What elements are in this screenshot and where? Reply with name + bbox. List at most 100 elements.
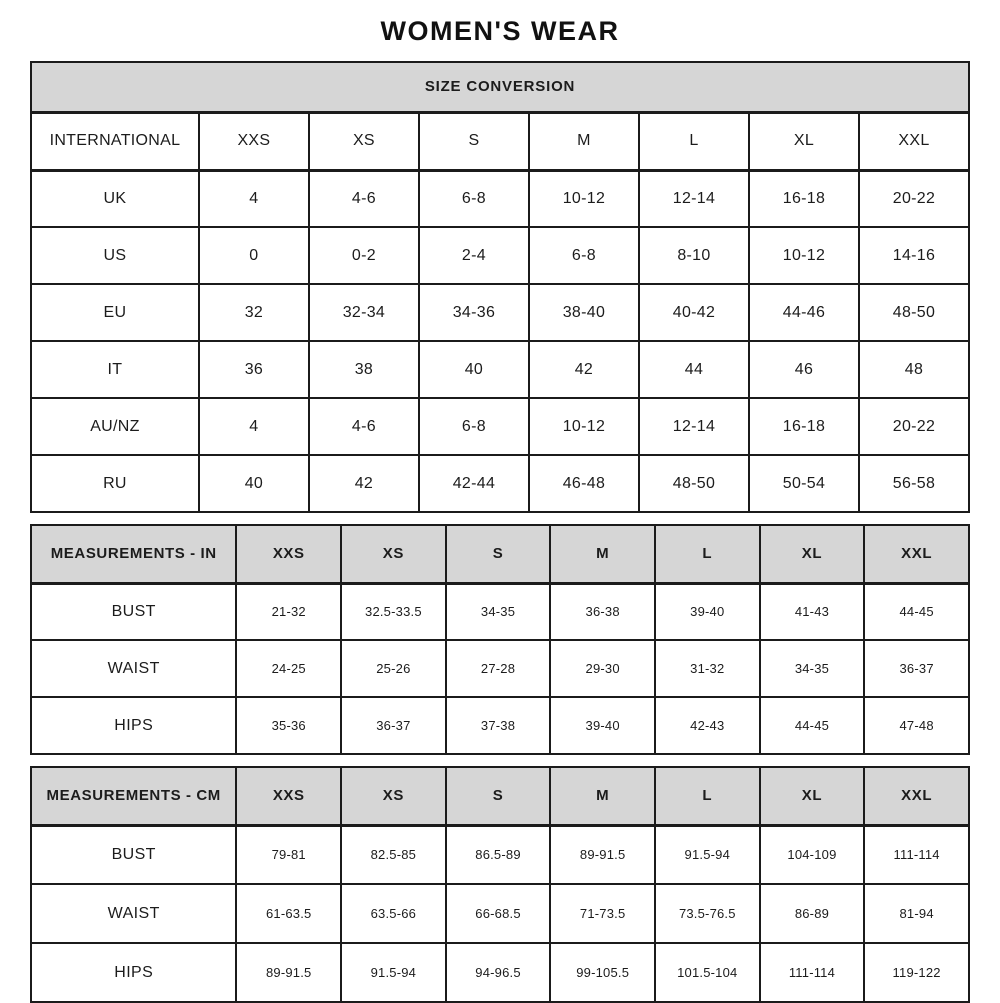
- size-value-cell: 34-35: [444, 582, 552, 641]
- size-column-header: S: [444, 766, 552, 827]
- size-value-cell: 63.5-66: [340, 883, 447, 944]
- size-value-cell: 89-91.5: [549, 824, 656, 885]
- size-value-cell: 82.5-85: [340, 824, 447, 885]
- size-column-header: XXL: [857, 111, 971, 172]
- size-value-cell: 79-81: [235, 824, 343, 885]
- row-label: HIPS: [29, 696, 238, 755]
- table-row: US 0 0-2 2-4 6-8 8-10 10-12 14-16: [30, 226, 971, 285]
- row-label: AU/NZ: [30, 397, 200, 456]
- size-value-cell: 8-10: [637, 226, 750, 285]
- size-column-header: XS: [307, 111, 420, 172]
- size-value-cell: 39-40: [549, 696, 656, 755]
- size-column-header: M: [549, 524, 656, 585]
- size-value-cell: 6-8: [417, 169, 530, 228]
- size-value-cell: 94-96.5: [444, 942, 552, 1003]
- size-value-cell: 119-122: [863, 942, 970, 1003]
- size-column-header: L: [653, 766, 761, 827]
- size-value-cell: 27-28: [444, 639, 552, 698]
- size-value-cell: 16-18: [747, 397, 860, 456]
- size-value-cell: 61-63.5: [235, 883, 343, 944]
- size-column-header: L: [653, 524, 761, 585]
- size-value-cell: 91.5-94: [653, 824, 761, 885]
- table-row: HIPS 35-36 36-37 37-38 39-40 42-43 44-45 47-48: [29, 696, 970, 755]
- size-value-cell: 42: [307, 454, 420, 513]
- table-row: BUST 21-32 32.5-33.5 34-35 36-38 39-40 41-43 44…: [29, 582, 970, 641]
- size-value-cell: 12-14: [637, 397, 750, 456]
- row-label: BUST: [29, 824, 238, 885]
- row-label: WAIST: [29, 883, 238, 944]
- size-value-cell: 21-32: [235, 582, 343, 641]
- size-value-cell: 50-54: [747, 454, 860, 513]
- table-row: RU 40 42 42-44 46-48 48-50 50-54 56-58: [30, 454, 971, 513]
- size-value-cell: 4: [197, 169, 310, 228]
- size-value-cell: 81-94: [863, 883, 970, 944]
- size-column-header: XXS: [235, 766, 343, 827]
- row-label: HIPS: [29, 942, 238, 1003]
- size-value-cell: 12-14: [637, 169, 750, 228]
- size-column-header: XS: [340, 766, 447, 827]
- table-row: EU 32 32-34 34-36 38-40 40-42 44-46 48-50: [30, 283, 971, 342]
- row-label: RU: [30, 454, 200, 513]
- row-label: BUST: [29, 582, 238, 641]
- size-value-cell: 44: [637, 340, 750, 399]
- size-value-cell: 104-109: [758, 824, 866, 885]
- size-value-cell: 41-43: [758, 582, 866, 641]
- size-column-header: XXS: [197, 111, 310, 172]
- size-value-cell: 48-50: [857, 283, 971, 342]
- size-value-cell: 66-68.5: [444, 883, 552, 944]
- row-label: EU: [30, 283, 200, 342]
- size-value-cell: 35-36: [235, 696, 343, 755]
- size-value-cell: 71-73.5: [549, 883, 656, 944]
- size-value-cell: 4-6: [307, 169, 420, 228]
- size-value-cell: 14-16: [857, 226, 971, 285]
- size-column-header: S: [444, 524, 552, 585]
- size-value-cell: 86-89: [758, 883, 866, 944]
- size-value-cell: 25-26: [340, 639, 447, 698]
- size-value-cell: 38-40: [527, 283, 640, 342]
- size-value-cell: 0: [197, 226, 310, 285]
- size-value-cell: 48-50: [637, 454, 750, 513]
- size-value-cell: 36-38: [549, 582, 656, 641]
- table-row: IT 36 38 40 42 44 46 48: [30, 340, 971, 399]
- size-value-cell: 47-48: [863, 696, 970, 755]
- size-value-cell: 6-8: [527, 226, 640, 285]
- size-column-header: XL: [758, 524, 866, 585]
- size-value-cell: 111-114: [758, 942, 866, 1003]
- size-value-cell: 37-38: [444, 696, 552, 755]
- row-label: US: [30, 226, 200, 285]
- size-value-cell: 24-25: [235, 639, 343, 698]
- table-row: WAIST 24-25 25-26 27-28 29-30 31-32 34-35 36-37: [29, 639, 970, 698]
- corner-header-cell: MEASUREMENTS - CM: [29, 766, 238, 827]
- size-value-cell: 42: [527, 340, 640, 399]
- size-value-cell: 56-58: [857, 454, 971, 513]
- size-value-cell: 111-114: [863, 824, 970, 885]
- size-column-header: XXS: [235, 524, 343, 585]
- size-column-header: M: [527, 111, 640, 172]
- size-column-header: XXL: [863, 524, 970, 585]
- size-conversion-table: SIZE CONVERSION INTERNATIONAL XXS XS S M L XL X…: [30, 61, 971, 513]
- size-value-cell: 73.5-76.5: [653, 883, 761, 944]
- size-value-cell: 101.5-104: [653, 942, 761, 1003]
- size-value-cell: 20-22: [857, 169, 971, 228]
- size-value-cell: 32.5-33.5: [340, 582, 447, 641]
- table-row: WAIST 61-63.5 63.5-66 66-68.5 71-73.5 73.5-76…: [29, 883, 970, 944]
- size-column-header: XL: [758, 766, 866, 827]
- size-value-cell: 46-48: [527, 454, 640, 513]
- measurements-cm-header-row: MEASUREMENTS - CM XXS XS S M L XL XXL: [29, 766, 970, 827]
- size-column-header: XS: [340, 524, 447, 585]
- size-value-cell: 6-8: [417, 397, 530, 456]
- size-value-cell: 36-37: [863, 639, 970, 698]
- size-value-cell: 10-12: [527, 397, 640, 456]
- table-row: BUST 79-81 82.5-85 86.5-89 89-91.5 91.5-94 104…: [29, 824, 970, 885]
- table-row: AU/NZ 4 4-6 6-8 10-12 12-14 16-18 20-22: [30, 397, 971, 456]
- size-value-cell: 10-12: [747, 226, 860, 285]
- size-value-cell: 48: [857, 340, 971, 399]
- size-column-header: XXL: [863, 766, 970, 827]
- size-value-cell: 20-22: [857, 397, 971, 456]
- size-value-cell: 34-36: [417, 283, 530, 342]
- size-value-cell: 89-91.5: [235, 942, 343, 1003]
- size-value-cell: 38: [307, 340, 420, 399]
- page-title: WOMEN'S WEAR: [380, 16, 620, 46]
- size-value-cell: 42-44: [417, 454, 530, 513]
